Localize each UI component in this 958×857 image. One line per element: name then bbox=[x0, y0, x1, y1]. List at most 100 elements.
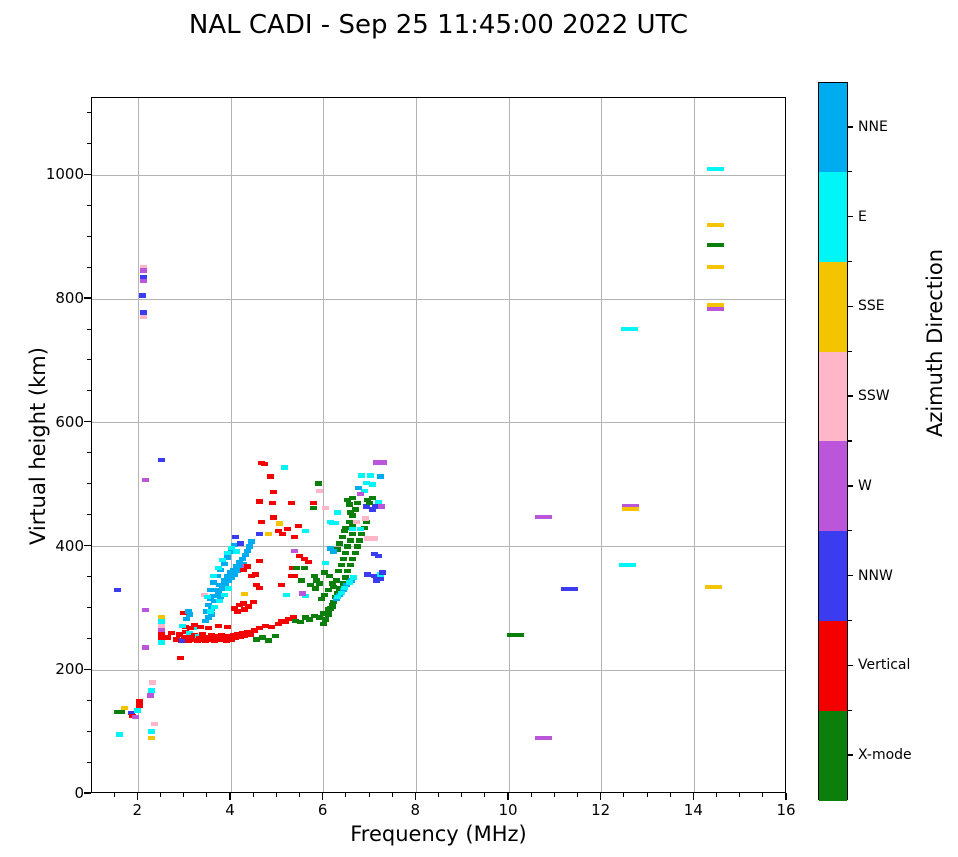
data-point-Vertical bbox=[225, 634, 233, 639]
data-point-NNE bbox=[233, 564, 241, 569]
data-point-X-mode bbox=[351, 507, 359, 512]
data-point-Vertical bbox=[284, 527, 292, 532]
y-major-tick bbox=[84, 297, 91, 299]
y-minor-tick bbox=[87, 637, 91, 639]
y-minor-tick bbox=[87, 204, 91, 206]
data-point-Vertical bbox=[186, 634, 194, 640]
x-minor-tick bbox=[206, 793, 208, 797]
data-point-E bbox=[327, 519, 335, 524]
data-point-W bbox=[141, 645, 149, 650]
y-minor-tick bbox=[87, 514, 91, 516]
data-point-NNE bbox=[239, 556, 247, 562]
x-tick-label: 8 bbox=[410, 801, 421, 819]
data-point-X-mode bbox=[334, 547, 342, 552]
colorbar-boundary-tick bbox=[848, 619, 852, 622]
y-minor-tick bbox=[87, 761, 91, 763]
data-point-Vertical bbox=[285, 616, 293, 622]
data-point-X-mode bbox=[315, 615, 323, 620]
x-minor-tick bbox=[669, 793, 671, 797]
data-point-X-mode bbox=[345, 502, 353, 507]
data-point-NNE bbox=[354, 485, 362, 490]
data-point-NNE bbox=[223, 555, 231, 560]
x-minor-tick bbox=[739, 793, 741, 797]
data-point-SSE bbox=[120, 705, 128, 711]
data-point-Vertical bbox=[268, 624, 276, 630]
data-point-Vertical bbox=[195, 635, 203, 641]
data-point-Vertical bbox=[278, 582, 286, 588]
data-point-X-mode bbox=[360, 525, 368, 531]
data-point-E bbox=[219, 557, 227, 563]
colorbar-tick bbox=[848, 126, 853, 128]
data-point-SSE bbox=[705, 584, 723, 589]
data-point-Vertical bbox=[294, 523, 302, 529]
colorbar-tick bbox=[848, 485, 853, 487]
x-minor-tick bbox=[484, 793, 486, 797]
colorbar-tick bbox=[848, 305, 853, 308]
data-point-Vertical bbox=[204, 634, 212, 640]
data-point-X-mode bbox=[324, 612, 332, 617]
data-point-X-mode bbox=[328, 604, 336, 610]
data-point-Vertical bbox=[227, 637, 235, 642]
data-point-Vertical bbox=[182, 629, 190, 635]
y-minor-tick bbox=[87, 606, 91, 608]
colorbar-category-label: Vertical bbox=[858, 657, 911, 674]
data-point-Vertical bbox=[136, 699, 144, 704]
data-point-X-mode bbox=[334, 569, 342, 574]
data-point-Vertical bbox=[231, 606, 239, 611]
y-major-tick bbox=[84, 792, 91, 794]
data-point-W bbox=[706, 306, 724, 311]
colorbar bbox=[818, 82, 848, 801]
data-point-W bbox=[158, 627, 165, 633]
data-point-E bbox=[147, 729, 155, 734]
data-point-Vertical bbox=[240, 601, 248, 606]
colorbar-tick bbox=[848, 395, 853, 397]
data-point-Vertical bbox=[274, 621, 282, 627]
data-point-Vertical bbox=[186, 625, 194, 631]
x-minor-tick bbox=[438, 793, 439, 797]
data-point-Vertical bbox=[296, 553, 304, 558]
data-point-NNE bbox=[209, 593, 217, 599]
data-point-Vertical bbox=[218, 632, 226, 638]
data-point-X-mode bbox=[330, 600, 338, 605]
data-point-X-mode bbox=[301, 615, 309, 620]
data-point-Vertical bbox=[211, 638, 219, 643]
data-point-E bbox=[341, 585, 349, 591]
data-point-Vertical bbox=[252, 582, 260, 588]
colorbar-category-label: X-mode bbox=[858, 747, 912, 764]
data-point-Vertical bbox=[215, 637, 223, 642]
data-point-W bbox=[535, 735, 553, 740]
data-point-X-mode bbox=[347, 510, 355, 515]
data-point-Vertical bbox=[270, 489, 278, 495]
data-point-SSW bbox=[148, 680, 156, 685]
gridline-y-1000 bbox=[92, 174, 785, 176]
data-point-Vertical bbox=[243, 564, 251, 569]
x-major-tick bbox=[599, 793, 602, 800]
y-tick-label: 0 bbox=[74, 784, 84, 802]
data-point-NNW bbox=[374, 553, 382, 558]
gridline-x-6 bbox=[323, 98, 325, 792]
data-point-E bbox=[211, 604, 219, 610]
data-point-X-mode bbox=[342, 575, 350, 580]
data-point-X-mode bbox=[300, 565, 308, 571]
data-point-NNW bbox=[372, 504, 380, 509]
data-point-E bbox=[301, 593, 309, 599]
data-point-NNE bbox=[212, 587, 220, 593]
data-point-Vertical bbox=[269, 501, 277, 506]
chart-title: NAL CADI - Sep 25 11:45:00 2022 UTC bbox=[188, 10, 689, 40]
data-point-W bbox=[373, 460, 381, 465]
gridline-x-12 bbox=[601, 98, 603, 792]
y-tick-label: 200 bbox=[55, 660, 84, 679]
data-point-NNW bbox=[560, 586, 578, 591]
x-axis-label: Frequency (MHz) bbox=[350, 822, 527, 846]
data-point-NNW bbox=[371, 574, 379, 579]
data-point-NNW bbox=[371, 551, 379, 557]
data-point-W bbox=[147, 693, 155, 698]
data-point-W bbox=[140, 278, 148, 284]
data-point-Vertical bbox=[176, 655, 184, 661]
data-point-Vertical bbox=[205, 625, 213, 631]
y-minor-tick bbox=[87, 483, 91, 485]
data-point-X-mode bbox=[259, 635, 266, 640]
y-major-tick bbox=[84, 544, 91, 547]
data-point-W bbox=[380, 460, 388, 465]
